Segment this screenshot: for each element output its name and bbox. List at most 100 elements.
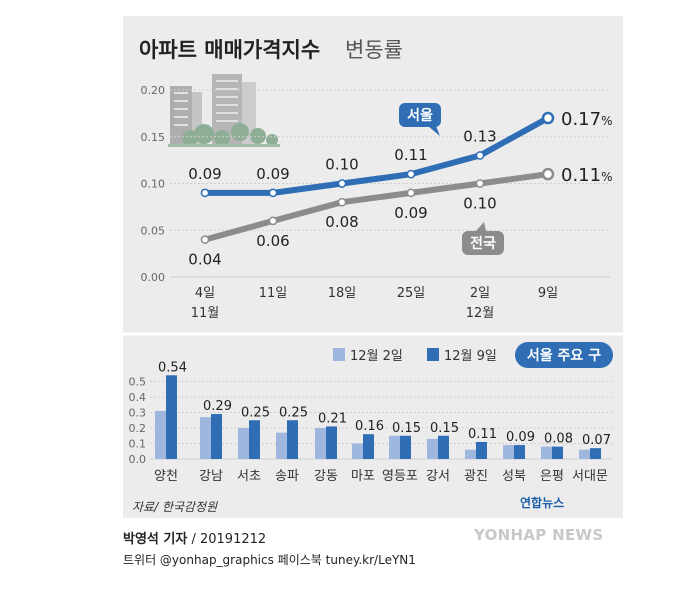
author: 박영석 기자 bbox=[123, 532, 188, 547]
data-label: 0.04 bbox=[188, 251, 221, 269]
legend-entry: 12월 2일 bbox=[350, 349, 403, 364]
data-point bbox=[268, 216, 278, 226]
bar-dec2 bbox=[541, 446, 552, 459]
data-label: 0.10 bbox=[325, 156, 358, 174]
x-tick-label: 마포 bbox=[351, 469, 375, 484]
y-tick-label: 0.05 bbox=[141, 224, 166, 237]
x-tick-label: 25일 bbox=[397, 286, 426, 301]
bar-dec2 bbox=[276, 432, 287, 459]
bar-dec2 bbox=[315, 428, 326, 459]
data-label: 0.10 bbox=[463, 195, 496, 213]
x-tick-label: 4일 bbox=[195, 286, 215, 301]
apartment-building-icon bbox=[168, 74, 280, 147]
data-label: 0.11 bbox=[468, 427, 497, 442]
series-line-seoul bbox=[202, 115, 551, 196]
x-tick-label: 성북 bbox=[502, 469, 526, 484]
legend-bubble-pointer bbox=[476, 222, 486, 231]
series-line-national bbox=[202, 171, 551, 243]
x-tick-label: 강동 bbox=[314, 469, 338, 484]
chart-title: 아파트 매매가격지수 bbox=[139, 38, 320, 62]
bar-title-badge bbox=[515, 342, 613, 368]
data-point bbox=[200, 235, 210, 244]
bar-dec9 bbox=[363, 434, 374, 459]
bar-dec9 bbox=[287, 420, 298, 459]
y-tick-label: 0.0 bbox=[129, 453, 147, 466]
bar-dec2 bbox=[389, 435, 400, 459]
data-label: 0.13 bbox=[463, 127, 496, 145]
bar-dec9 bbox=[514, 445, 525, 459]
bar-title: 서울 주요 구 bbox=[527, 347, 601, 364]
legend-entry: 전국 bbox=[470, 235, 496, 252]
bar-chart: 0.5 0.4 0.3 0.2 0.1 0.0 0.54 양천 0.29 강남 0.25 서초 0.25… bbox=[123, 332, 623, 484]
data-label: 0.15 bbox=[392, 421, 421, 436]
data-label: 0.21 bbox=[318, 411, 347, 426]
bar-dec9 bbox=[166, 375, 177, 459]
bar-dec2 bbox=[238, 428, 249, 459]
x-tick-label: 양천 bbox=[154, 469, 178, 484]
x-tick-label: 11일 bbox=[259, 286, 288, 301]
x-tick-label: 강서 bbox=[426, 469, 450, 484]
data-point bbox=[406, 169, 416, 179]
data-point bbox=[541, 167, 555, 181]
data-label: 0.11% bbox=[561, 165, 612, 186]
data-label: 0.29 bbox=[203, 399, 232, 414]
y-tick-label: 0.5 bbox=[129, 376, 147, 389]
bar-dec9 bbox=[476, 441, 487, 459]
data-label: 0.07 bbox=[582, 433, 611, 448]
data-label: 0.11 bbox=[394, 146, 427, 164]
data-label: 0.09 bbox=[256, 165, 289, 183]
sub-logo: 연합뉴스 bbox=[520, 496, 565, 510]
data-label: 0.08 bbox=[325, 213, 358, 231]
legend-entry: 서울 bbox=[407, 107, 433, 124]
y-tick-label: 0.2 bbox=[129, 422, 147, 435]
bar-dec2 bbox=[503, 445, 514, 459]
data-label: 0.25 bbox=[279, 405, 308, 420]
y-tick-label: 0.15 bbox=[141, 131, 166, 144]
line-chart: 0.20 0.15 0.10 0.05 0.00 4일 11월 11일 18일 25일 2일 12월 9… bbox=[141, 84, 613, 321]
data-point bbox=[337, 197, 347, 207]
y-tick-label: 0.1 bbox=[129, 438, 147, 451]
data-label: 0.15 bbox=[430, 421, 459, 436]
chart-subtitle: 변동률 bbox=[345, 38, 403, 62]
x-tick-label: 11월 bbox=[191, 306, 220, 321]
legend-bubble bbox=[462, 231, 504, 255]
data-point bbox=[406, 188, 416, 198]
data-label: 0.17% bbox=[561, 109, 612, 130]
date: / 20191212 bbox=[191, 532, 267, 547]
x-tick-label: 2일 bbox=[470, 286, 490, 301]
bar-dec2 bbox=[155, 410, 166, 459]
x-tick-label: 광진 bbox=[464, 469, 488, 484]
data-label: 0.25 bbox=[241, 405, 270, 420]
bar-dec2 bbox=[465, 449, 476, 459]
y-tick-label: 0.3 bbox=[129, 407, 147, 420]
y-tick-label: 0.00 bbox=[141, 271, 166, 284]
bar-dec2 bbox=[200, 417, 211, 459]
x-tick-label: 12월 bbox=[466, 306, 495, 321]
bar-dec9 bbox=[326, 426, 337, 459]
bar-dec2 bbox=[579, 449, 590, 459]
x-tick-label: 영등포 bbox=[382, 469, 418, 484]
social-links: 트위터 @yonhap_graphics 페이스북 tuney.kr/LeYN1 bbox=[123, 553, 416, 567]
source-label: 자료/ 한국감정원 bbox=[132, 500, 218, 514]
x-tick-label: 서초 bbox=[237, 469, 261, 484]
y-tick-label: 0.20 bbox=[141, 84, 166, 97]
bar-dec2 bbox=[427, 438, 438, 459]
data-point bbox=[337, 179, 347, 188]
bar-dec9 bbox=[249, 420, 260, 459]
brand-logo: YONHAP NEWS bbox=[474, 526, 604, 544]
data-point bbox=[475, 151, 485, 160]
x-tick-label: 9일 bbox=[538, 286, 558, 301]
legend-entry: 12월 9일 bbox=[444, 349, 497, 364]
x-tick-label: 강남 bbox=[199, 469, 223, 484]
data-point bbox=[200, 188, 210, 198]
data-label: 0.09 bbox=[394, 204, 427, 222]
x-tick-label: 서대문 bbox=[572, 469, 608, 484]
legend-swatch bbox=[333, 348, 345, 361]
data-point bbox=[475, 179, 485, 188]
bar-dec9 bbox=[590, 448, 601, 459]
data-label: 0.08 bbox=[544, 432, 573, 447]
data-label: 0.06 bbox=[256, 232, 289, 250]
legend-bubble bbox=[399, 103, 441, 127]
bar-dec9 bbox=[438, 435, 449, 459]
